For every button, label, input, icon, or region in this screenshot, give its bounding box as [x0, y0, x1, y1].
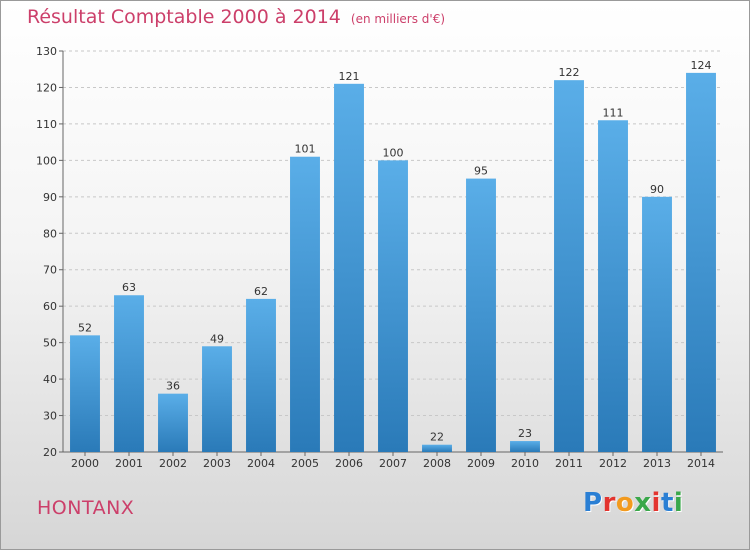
y-tick-label: 60 [43, 300, 57, 313]
bar [598, 120, 628, 452]
bar [422, 444, 452, 452]
bar [686, 72, 716, 452]
data-label: 101 [295, 143, 316, 156]
data-label: 95 [474, 165, 488, 178]
chart-title-text: Résultat Comptable 2000 à 2014 [27, 6, 341, 28]
x-tick-label: 2006 [335, 457, 363, 470]
chart-title: Résultat Comptable 2000 à 2014 (en millie… [27, 6, 445, 28]
y-tick-label: 120 [36, 81, 57, 94]
proxiti-logo[interactable]: Proxiti [583, 488, 683, 518]
y-tick-label: 20 [43, 446, 57, 459]
logo-letter: i [651, 488, 661, 518]
y-tick-label: 100 [36, 154, 57, 167]
y-tick-label: 50 [43, 337, 57, 350]
x-tick-label: 2012 [599, 457, 627, 470]
data-label: 62 [254, 285, 268, 298]
y-tick-label: 70 [43, 264, 57, 277]
x-tick-label: 2009 [467, 457, 495, 470]
y-tick-label: 80 [43, 227, 57, 240]
bars [70, 72, 716, 453]
x-tick-label: 2003 [203, 457, 231, 470]
x-tick-label: 2013 [643, 457, 671, 470]
x-tick-label: 2005 [291, 457, 319, 470]
place-name: HONTANX [37, 497, 135, 519]
data-label: 52 [78, 321, 92, 334]
data-label: 23 [518, 427, 532, 440]
bar [510, 441, 540, 452]
y-tick-label: 110 [36, 118, 57, 131]
x-tick-label: 2010 [511, 457, 539, 470]
data-label: 124 [691, 59, 712, 72]
x-tick-label: 2011 [555, 457, 583, 470]
y-tick-label: 30 [43, 410, 57, 423]
x-tick-label: 2004 [247, 457, 275, 470]
data-label: 63 [122, 281, 136, 294]
logo-letter: t [660, 488, 674, 518]
data-label: 49 [210, 332, 224, 345]
x-tick-label: 2008 [423, 457, 451, 470]
logo-letter: x [634, 488, 652, 518]
data-label: 36 [166, 380, 180, 393]
bar [334, 83, 364, 453]
data-label: 90 [650, 183, 664, 196]
y-tick-label: 40 [43, 373, 57, 386]
y-tick-label: 90 [43, 191, 57, 204]
bar [114, 295, 144, 452]
x-tick-label: 2014 [687, 457, 715, 470]
bar [202, 346, 232, 452]
chart-subtitle: (en milliers d'€) [350, 12, 446, 26]
logo-letter: i [673, 488, 684, 518]
logo-letter: o [615, 488, 635, 518]
data-label: 22 [430, 431, 444, 444]
logo-letter: r [602, 488, 616, 518]
bar [290, 156, 320, 452]
y-tick-label: 130 [36, 45, 57, 58]
bar [246, 298, 276, 452]
data-label: 111 [603, 106, 624, 119]
x-tick-label: 2002 [159, 457, 187, 470]
data-label: 122 [559, 66, 580, 79]
bar [378, 160, 408, 452]
bar [466, 178, 496, 452]
bar [158, 393, 188, 452]
data-label: 100 [383, 146, 404, 159]
x-tick-label: 2000 [71, 457, 99, 470]
bar [70, 335, 100, 452]
x-tick-label: 2001 [115, 457, 143, 470]
labels: 20 30 40 50 60 70 80 90 100 110 120 130 52 2000 63 2001… [36, 45, 715, 470]
data-label: 121 [339, 70, 360, 83]
x-tick-label: 2007 [379, 457, 407, 470]
logo-letter: P [583, 488, 603, 518]
bar [642, 196, 672, 452]
bar [554, 80, 584, 452]
